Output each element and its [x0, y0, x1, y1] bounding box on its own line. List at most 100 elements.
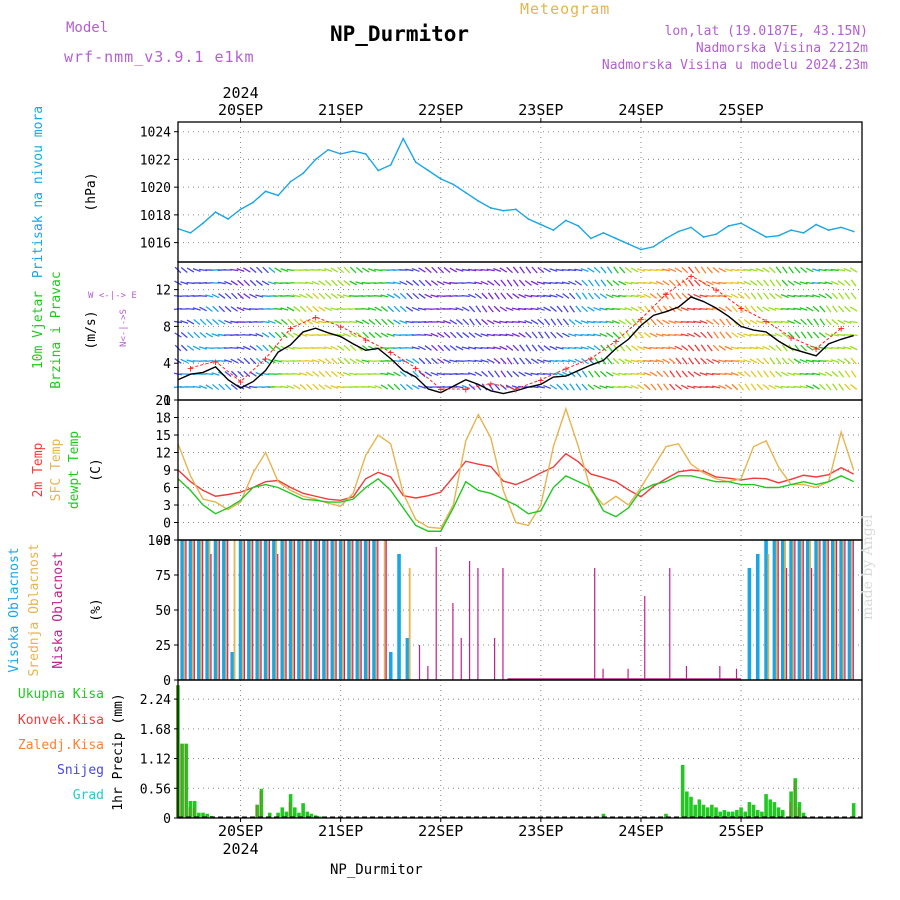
wind-arrow — [318, 383, 326, 391]
wind-arrow — [243, 370, 251, 378]
wind-arrow — [430, 332, 439, 338]
x-tick-label-bottom: 25SEP — [718, 822, 763, 840]
wind-arrow — [342, 294, 351, 298]
wind-arrow — [449, 307, 458, 311]
cloud-mid-bar — [266, 540, 269, 680]
cloud-low-bar — [385, 540, 387, 680]
wind-arrow — [411, 267, 420, 273]
wind-arrow — [580, 267, 589, 273]
wind-arrow — [512, 357, 519, 365]
wind-arrow — [261, 332, 270, 338]
pressure-point — [527, 218, 530, 220]
cloud-mid-bar — [317, 540, 319, 680]
precip-total-bar — [722, 810, 727, 818]
wind-arrow — [643, 383, 651, 391]
wind-arrow — [818, 372, 827, 376]
precip-total-bar — [288, 794, 293, 818]
pressure-point — [489, 207, 492, 209]
wind-arrow — [780, 385, 789, 389]
wind-arrow — [312, 383, 319, 391]
wind-arrow — [249, 345, 257, 351]
precip-total-bar — [705, 807, 710, 818]
wind-arrow — [718, 267, 727, 273]
wind-arrow — [193, 318, 201, 326]
wind-gust-line — [190, 275, 842, 390]
wind-arrow — [605, 293, 614, 299]
wind-arrow — [663, 383, 669, 391]
wind-arrow — [668, 267, 677, 273]
wind-arrow — [518, 332, 526, 338]
wind-arrow — [192, 268, 201, 272]
wind-arrow — [524, 357, 532, 365]
wind-arrow — [230, 383, 238, 391]
pressure-point — [289, 180, 292, 183]
wind-arrow — [562, 293, 570, 299]
wind-arrow — [430, 294, 439, 298]
wind-arrow — [681, 370, 688, 378]
wind-arrow — [205, 306, 213, 312]
temp-axis-dew: dewpt Temp — [67, 431, 82, 509]
wind-arrow — [787, 331, 795, 339]
wind-arrow — [774, 293, 783, 299]
cloud-high-bar — [205, 540, 209, 680]
wind-arrow — [555, 281, 564, 285]
x-tick-label-bottom: 22SEP — [418, 822, 463, 840]
wind-arrow — [280, 385, 289, 389]
wind-arrow — [393, 319, 401, 325]
x-tick-label-bottom: 24SEP — [618, 822, 663, 840]
wind-arrow — [631, 318, 638, 326]
y-tick-label: 0 — [163, 812, 171, 827]
wind-arrow — [449, 267, 458, 273]
wind-arrow — [480, 333, 489, 337]
precip-legend-item: Ukupna Kisa — [18, 687, 104, 702]
wind-arrow — [236, 384, 245, 390]
cloud-high-bar — [313, 540, 318, 680]
wind-arrow — [543, 267, 551, 273]
cloud-high-bar — [330, 540, 335, 680]
wind-arrow — [843, 334, 852, 336]
wind-arrow — [843, 357, 851, 365]
wind-arrow — [568, 347, 577, 349]
wind-arrow — [649, 359, 658, 363]
wind-arrow — [749, 280, 758, 286]
wind-arrow — [261, 358, 270, 364]
wind-arrow — [324, 346, 333, 350]
pressure-point — [189, 231, 192, 234]
wind-arrow — [499, 320, 508, 324]
wind-arrow-field — [173, 266, 858, 391]
wind-arrow — [762, 345, 770, 351]
pressure-point — [802, 231, 805, 234]
cloud-mid-bar — [792, 540, 795, 680]
cloud-low-bar — [193, 540, 195, 680]
cloud-mid-bar — [367, 540, 369, 680]
wind-arrow — [280, 307, 289, 311]
wind-arrow — [837, 358, 845, 364]
wind-arrow — [299, 372, 308, 376]
wind-arrow — [618, 372, 627, 376]
wind-arrow — [812, 331, 820, 339]
cloud-low-bar — [468, 561, 471, 680]
precip-total-bar — [301, 803, 305, 818]
pressure-point — [640, 248, 642, 251]
wind-arrow — [342, 371, 351, 377]
wind-arrow — [399, 370, 407, 378]
precip-total-bar — [192, 801, 197, 818]
y-tick-label: 4 — [163, 357, 171, 372]
wind-arrow — [599, 370, 607, 378]
wind-arrow — [737, 371, 745, 377]
wind-arrow — [399, 320, 408, 324]
wind-arrow — [393, 305, 401, 313]
cloud-mid-bar — [850, 540, 853, 680]
wind-arrow — [719, 331, 726, 339]
wind-arrow — [661, 346, 671, 350]
cloud-high-bar — [363, 540, 368, 680]
wind-arrow — [594, 357, 601, 365]
wind-arrow — [643, 281, 652, 285]
wind-arrow — [812, 282, 821, 284]
wind-arrow — [818, 293, 827, 299]
cloud-mid-bar — [817, 540, 820, 680]
wind-arrow — [500, 292, 507, 300]
wind-arrow — [724, 282, 733, 284]
wind-arrow — [311, 359, 320, 363]
wind-arrow — [274, 331, 282, 339]
